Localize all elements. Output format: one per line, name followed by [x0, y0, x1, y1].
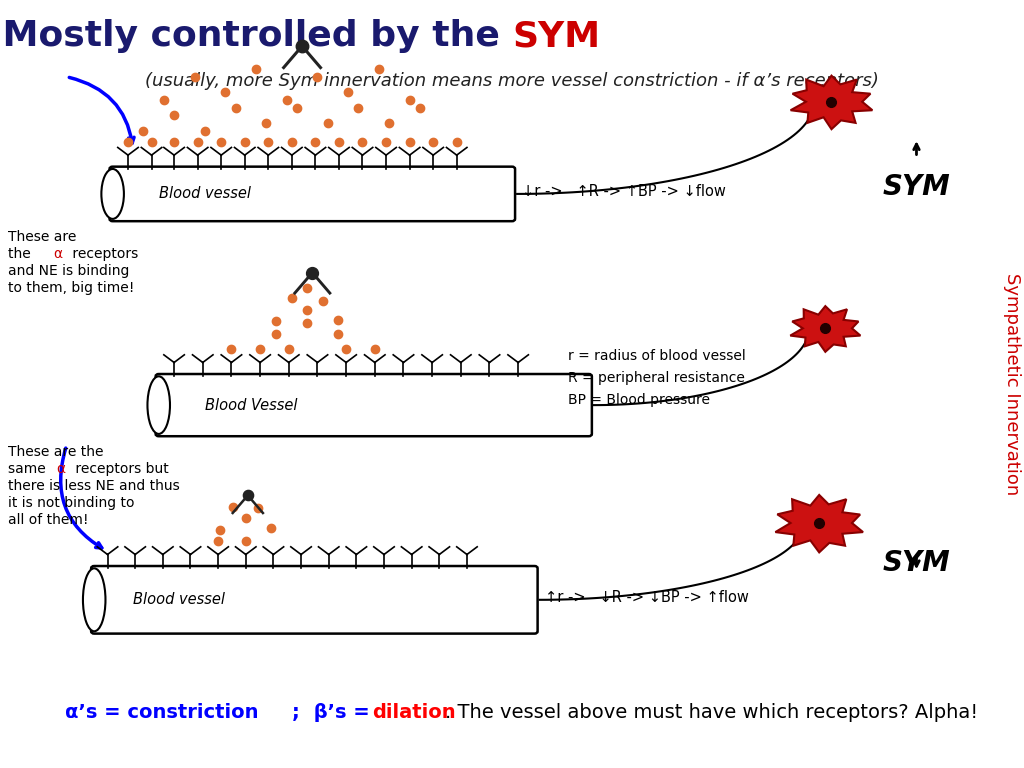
FancyBboxPatch shape: [156, 374, 592, 436]
Text: there is less NE and thus: there is less NE and thus: [8, 479, 180, 493]
Text: to them, big time!: to them, big time!: [8, 281, 134, 295]
Ellipse shape: [147, 376, 170, 434]
FancyBboxPatch shape: [91, 566, 538, 634]
FancyBboxPatch shape: [110, 167, 515, 221]
Text: ↓r ->   ↑R -> ↑BP -> ↓flow: ↓r -> ↑R -> ↑BP -> ↓flow: [522, 184, 726, 199]
Polygon shape: [791, 76, 872, 129]
Text: . The vessel above must have which receptors? Alpha!: . The vessel above must have which recep…: [445, 703, 979, 722]
Ellipse shape: [101, 169, 124, 219]
Polygon shape: [775, 495, 863, 552]
Text: (usually, more Sym innervation means more vessel constriction - if α’s receptors: (usually, more Sym innervation means mor…: [145, 72, 879, 90]
Text: Sympathetic Innervation: Sympathetic Innervation: [1002, 273, 1021, 495]
Text: α: α: [56, 462, 66, 476]
Text: These are: These are: [8, 230, 77, 244]
Polygon shape: [791, 306, 860, 352]
Text: and NE is binding: and NE is binding: [8, 264, 130, 278]
Text: Blood vessel: Blood vessel: [133, 592, 225, 607]
Text: same: same: [8, 462, 50, 476]
Text: all of them!: all of them!: [8, 513, 89, 527]
Text: SYM: SYM: [883, 549, 950, 577]
Ellipse shape: [83, 568, 105, 631]
Text: SYM: SYM: [512, 19, 600, 53]
Text: dilation: dilation: [372, 703, 456, 722]
Text: ↑r ->   ↓R -> ↓BP -> ↑flow: ↑r -> ↓R -> ↓BP -> ↑flow: [545, 590, 749, 605]
Text: the: the: [8, 247, 35, 261]
Text: receptors but: receptors but: [71, 462, 168, 476]
Text: These are the: These are the: [8, 445, 103, 459]
Text: ;: ;: [292, 703, 300, 722]
Text: Blood Vessel Diameter: Mostly controlled by the: Blood Vessel Diameter: Mostly controlled…: [0, 19, 512, 53]
Text: it is not binding to: it is not binding to: [8, 496, 135, 510]
Text: Blood Vessel: Blood Vessel: [205, 398, 297, 412]
Text: receptors: receptors: [68, 247, 138, 261]
Text: α: α: [53, 247, 62, 261]
Text: r = radius of blood vessel
R = peripheral resistance
BP = Blood pressure: r = radius of blood vessel R = periphera…: [568, 349, 746, 407]
Text: α’s = constriction: α’s = constriction: [65, 703, 258, 722]
Text: Blood vessel: Blood vessel: [159, 187, 251, 201]
Text: β’s =: β’s =: [307, 703, 377, 722]
Text: SYM: SYM: [883, 173, 950, 200]
